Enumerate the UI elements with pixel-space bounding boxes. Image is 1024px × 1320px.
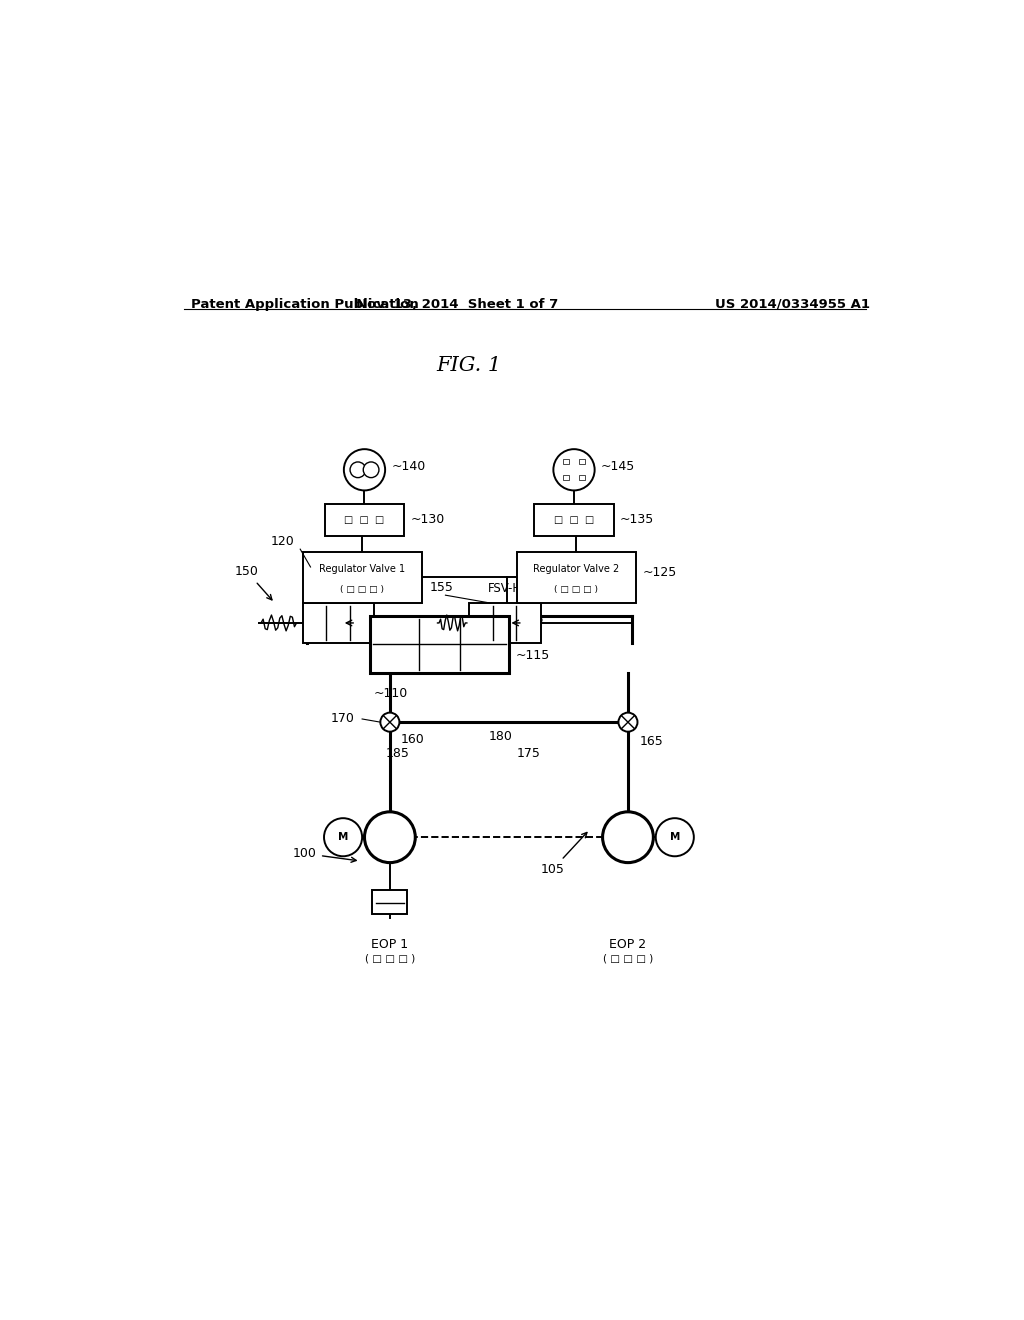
Text: ~145: ~145	[601, 461, 635, 473]
Text: 195: 195	[521, 612, 545, 626]
Text: 190: 190	[306, 612, 331, 626]
Text: 120: 120	[271, 535, 295, 548]
Text: □  □  □: □ □ □	[554, 515, 594, 525]
Text: M: M	[670, 832, 680, 842]
Text: 155: 155	[430, 581, 454, 594]
Text: 170: 170	[331, 711, 354, 725]
Text: FSV-L: FSV-L	[323, 582, 354, 595]
Text: 105: 105	[541, 833, 587, 876]
Text: M: M	[338, 832, 348, 842]
FancyBboxPatch shape	[373, 891, 408, 915]
Text: 100: 100	[293, 847, 356, 862]
Circle shape	[553, 449, 595, 491]
FancyBboxPatch shape	[517, 552, 636, 603]
Text: ~135: ~135	[620, 513, 654, 527]
FancyBboxPatch shape	[370, 616, 509, 673]
FancyBboxPatch shape	[579, 459, 585, 465]
FancyBboxPatch shape	[303, 603, 374, 643]
Circle shape	[618, 713, 638, 731]
Circle shape	[602, 812, 653, 862]
FancyBboxPatch shape	[563, 459, 569, 465]
Text: 165: 165	[640, 735, 664, 748]
FancyBboxPatch shape	[469, 603, 541, 643]
Circle shape	[655, 818, 694, 857]
Text: ~140: ~140	[391, 461, 426, 473]
Text: FSV-H: FSV-H	[487, 582, 522, 595]
FancyBboxPatch shape	[303, 552, 422, 603]
Text: 185: 185	[386, 747, 410, 760]
FancyBboxPatch shape	[325, 504, 404, 536]
Text: ~125: ~125	[642, 566, 677, 578]
Circle shape	[364, 462, 379, 478]
FancyBboxPatch shape	[535, 504, 613, 536]
Circle shape	[380, 713, 399, 731]
Text: ~110: ~110	[374, 688, 409, 700]
Text: Nov. 13, 2014  Sheet 1 of 7: Nov. 13, 2014 Sheet 1 of 7	[356, 297, 558, 310]
Text: Regulator Valve 2: Regulator Valve 2	[534, 564, 620, 574]
Text: 150: 150	[236, 565, 272, 599]
Circle shape	[350, 462, 366, 478]
Text: ( □ □ □ ): ( □ □ □ )	[603, 954, 653, 964]
FancyBboxPatch shape	[563, 475, 569, 480]
Text: EOP 1: EOP 1	[372, 939, 409, 950]
FancyBboxPatch shape	[579, 475, 585, 480]
Text: EOP 2: EOP 2	[609, 939, 646, 950]
Circle shape	[344, 449, 385, 491]
Text: Regulator Valve 1: Regulator Valve 1	[319, 564, 406, 574]
Text: □  □  □: □ □ □	[344, 515, 385, 525]
Text: ( □ □ □ ): ( □ □ □ )	[365, 954, 415, 964]
Circle shape	[365, 812, 416, 862]
Text: 180: 180	[489, 730, 513, 743]
Text: Patent Application Publication: Patent Application Publication	[191, 297, 419, 310]
Text: US 2014/0334955 A1: US 2014/0334955 A1	[715, 297, 870, 310]
Text: FIG. 1: FIG. 1	[436, 355, 502, 375]
Text: ( □ □ □ ): ( □ □ □ )	[554, 585, 598, 594]
Text: 175: 175	[517, 747, 541, 760]
Text: 160: 160	[400, 733, 424, 746]
Text: ( □ □ □ ): ( □ □ □ )	[340, 585, 384, 594]
Circle shape	[324, 818, 362, 857]
Text: ~130: ~130	[411, 513, 444, 527]
Text: ~115: ~115	[515, 649, 550, 663]
